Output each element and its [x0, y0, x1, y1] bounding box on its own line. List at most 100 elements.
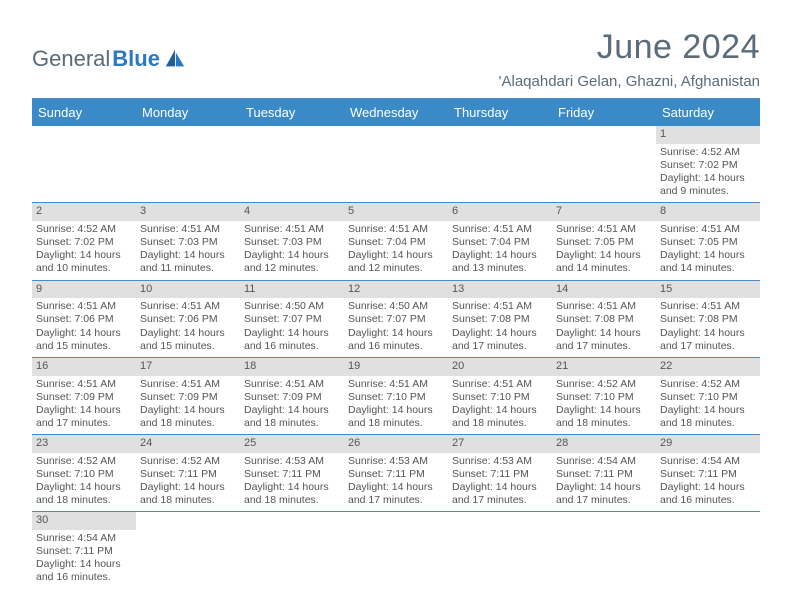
sunset-text: Sunset: 7:08 PM — [660, 313, 756, 326]
day-number: 29 — [656, 435, 760, 453]
daylight-text: Daylight: 14 hours and 10 minutes. — [36, 249, 132, 275]
sunset-text: Sunset: 7:11 PM — [140, 468, 236, 481]
day-number: 25 — [240, 435, 344, 453]
sunset-text: Sunset: 7:09 PM — [36, 391, 132, 404]
sunrise-text: Sunrise: 4:54 AM — [660, 455, 756, 468]
sunrise-text: Sunrise: 4:51 AM — [660, 300, 756, 313]
sunrise-text: Sunrise: 4:51 AM — [140, 378, 236, 391]
day-details: Sunrise: 4:51 AMSunset: 7:09 PMDaylight:… — [136, 376, 240, 435]
day-details: Sunrise: 4:52 AMSunset: 7:10 PMDaylight:… — [32, 453, 136, 512]
sunrise-text: Sunrise: 4:52 AM — [660, 146, 756, 159]
calendar-cell: 12Sunrise: 4:50 AMSunset: 7:07 PMDayligh… — [344, 280, 448, 357]
daylight-text: Daylight: 14 hours and 17 minutes. — [452, 327, 548, 353]
daylight-text: Daylight: 14 hours and 17 minutes. — [348, 481, 444, 507]
day-details: Sunrise: 4:52 AMSunset: 7:10 PMDaylight:… — [656, 376, 760, 435]
daylight-text: Daylight: 14 hours and 17 minutes. — [36, 404, 132, 430]
sunset-text: Sunset: 7:10 PM — [348, 391, 444, 404]
calendar-cell: 29Sunrise: 4:54 AMSunset: 7:11 PMDayligh… — [656, 435, 760, 512]
calendar-cell: 27Sunrise: 4:53 AMSunset: 7:11 PMDayligh… — [448, 435, 552, 512]
calendar-cell: 15Sunrise: 4:51 AMSunset: 7:08 PMDayligh… — [656, 280, 760, 357]
calendar-cell: 3Sunrise: 4:51 AMSunset: 7:03 PMDaylight… — [136, 203, 240, 280]
calendar-cell — [448, 512, 552, 589]
daylight-text: Daylight: 14 hours and 18 minutes. — [140, 481, 236, 507]
sunset-text: Sunset: 7:02 PM — [36, 236, 132, 249]
sunrise-text: Sunrise: 4:51 AM — [348, 378, 444, 391]
day-header: Monday — [136, 99, 240, 126]
day-details: Sunrise: 4:53 AMSunset: 7:11 PMDaylight:… — [448, 453, 552, 512]
sunset-text: Sunset: 7:11 PM — [348, 468, 444, 481]
brand-part1: General — [32, 46, 110, 72]
day-details: Sunrise: 4:51 AMSunset: 7:04 PMDaylight:… — [448, 221, 552, 280]
sail-icon — [164, 48, 186, 70]
sunset-text: Sunset: 7:10 PM — [452, 391, 548, 404]
day-details: Sunrise: 4:51 AMSunset: 7:10 PMDaylight:… — [344, 376, 448, 435]
day-details: Sunrise: 4:52 AMSunset: 7:11 PMDaylight:… — [136, 453, 240, 512]
calendar-cell: 20Sunrise: 4:51 AMSunset: 7:10 PMDayligh… — [448, 357, 552, 434]
day-number: 2 — [32, 203, 136, 221]
calendar-cell: 22Sunrise: 4:52 AMSunset: 7:10 PMDayligh… — [656, 357, 760, 434]
day-details: Sunrise: 4:50 AMSunset: 7:07 PMDaylight:… — [344, 298, 448, 357]
day-number: 15 — [656, 281, 760, 299]
sunset-text: Sunset: 7:11 PM — [244, 468, 340, 481]
calendar-row: 30Sunrise: 4:54 AMSunset: 7:11 PMDayligh… — [32, 512, 760, 589]
day-header-row: Sunday Monday Tuesday Wednesday Thursday… — [32, 99, 760, 126]
day-header: Wednesday — [344, 99, 448, 126]
sunrise-text: Sunrise: 4:51 AM — [244, 223, 340, 236]
daylight-text: Daylight: 14 hours and 14 minutes. — [660, 249, 756, 275]
daylight-text: Daylight: 14 hours and 18 minutes. — [140, 404, 236, 430]
day-header: Sunday — [32, 99, 136, 126]
calendar-cell: 2Sunrise: 4:52 AMSunset: 7:02 PMDaylight… — [32, 203, 136, 280]
calendar-cell — [448, 126, 552, 203]
sunrise-text: Sunrise: 4:51 AM — [140, 223, 236, 236]
sunset-text: Sunset: 7:03 PM — [244, 236, 340, 249]
day-header: Thursday — [448, 99, 552, 126]
day-number: 12 — [344, 281, 448, 299]
sunrise-text: Sunrise: 4:51 AM — [348, 223, 444, 236]
sunset-text: Sunset: 7:04 PM — [452, 236, 548, 249]
calendar-cell: 23Sunrise: 4:52 AMSunset: 7:10 PMDayligh… — [32, 435, 136, 512]
daylight-text: Daylight: 14 hours and 13 minutes. — [452, 249, 548, 275]
day-details: Sunrise: 4:51 AMSunset: 7:06 PMDaylight:… — [32, 298, 136, 357]
calendar-cell: 13Sunrise: 4:51 AMSunset: 7:08 PMDayligh… — [448, 280, 552, 357]
day-number: 9 — [32, 281, 136, 299]
sunrise-text: Sunrise: 4:51 AM — [556, 300, 652, 313]
daylight-text: Daylight: 14 hours and 17 minutes. — [556, 327, 652, 353]
day-details: Sunrise: 4:51 AMSunset: 7:09 PMDaylight:… — [32, 376, 136, 435]
day-number: 27 — [448, 435, 552, 453]
daylight-text: Daylight: 14 hours and 15 minutes. — [36, 327, 132, 353]
day-details: Sunrise: 4:51 AMSunset: 7:10 PMDaylight:… — [448, 376, 552, 435]
daylight-text: Daylight: 14 hours and 16 minutes. — [36, 558, 132, 584]
day-details: Sunrise: 4:51 AMSunset: 7:03 PMDaylight:… — [136, 221, 240, 280]
sunrise-text: Sunrise: 4:52 AM — [140, 455, 236, 468]
calendar-cell — [136, 126, 240, 203]
daylight-text: Daylight: 14 hours and 17 minutes. — [556, 481, 652, 507]
sunset-text: Sunset: 7:10 PM — [36, 468, 132, 481]
day-details: Sunrise: 4:51 AMSunset: 7:09 PMDaylight:… — [240, 376, 344, 435]
daylight-text: Daylight: 14 hours and 18 minutes. — [244, 481, 340, 507]
daylight-text: Daylight: 14 hours and 18 minutes. — [556, 404, 652, 430]
day-number: 4 — [240, 203, 344, 221]
daylight-text: Daylight: 14 hours and 12 minutes. — [348, 249, 444, 275]
daylight-text: Daylight: 14 hours and 11 minutes. — [140, 249, 236, 275]
day-number: 5 — [344, 203, 448, 221]
brand-logo: General Blue — [32, 46, 186, 72]
sunset-text: Sunset: 7:02 PM — [660, 159, 756, 172]
daylight-text: Daylight: 14 hours and 14 minutes. — [556, 249, 652, 275]
sunrise-text: Sunrise: 4:51 AM — [660, 223, 756, 236]
sunrise-text: Sunrise: 4:51 AM — [244, 378, 340, 391]
sunset-text: Sunset: 7:06 PM — [36, 313, 132, 326]
calendar-row: 2Sunrise: 4:52 AMSunset: 7:02 PMDaylight… — [32, 203, 760, 280]
day-details: Sunrise: 4:51 AMSunset: 7:05 PMDaylight:… — [656, 221, 760, 280]
sunrise-text: Sunrise: 4:53 AM — [452, 455, 548, 468]
daylight-text: Daylight: 14 hours and 18 minutes. — [348, 404, 444, 430]
page-title: June 2024 — [499, 28, 760, 67]
calendar-cell — [136, 512, 240, 589]
sunrise-text: Sunrise: 4:51 AM — [452, 378, 548, 391]
calendar-cell: 4Sunrise: 4:51 AMSunset: 7:03 PMDaylight… — [240, 203, 344, 280]
calendar-cell: 8Sunrise: 4:51 AMSunset: 7:05 PMDaylight… — [656, 203, 760, 280]
daylight-text: Daylight: 14 hours and 18 minutes. — [452, 404, 548, 430]
day-details: Sunrise: 4:51 AMSunset: 7:08 PMDaylight:… — [552, 298, 656, 357]
day-number: 16 — [32, 358, 136, 376]
sunrise-text: Sunrise: 4:52 AM — [556, 378, 652, 391]
sunset-text: Sunset: 7:03 PM — [140, 236, 236, 249]
